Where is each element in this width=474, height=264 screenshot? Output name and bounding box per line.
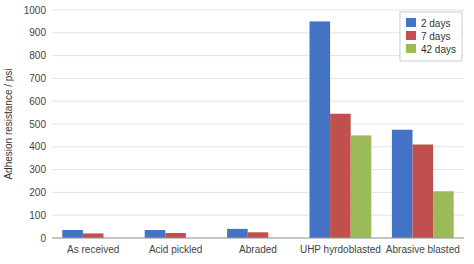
grid-line xyxy=(52,238,464,239)
bar xyxy=(330,114,351,238)
y-tick-label: 500 xyxy=(29,119,46,130)
y-tick-label: 900 xyxy=(29,27,46,38)
y-tick-label: 300 xyxy=(29,164,46,175)
bar xyxy=(248,232,269,238)
legend-box xyxy=(400,12,462,61)
x-axis-line xyxy=(52,238,464,239)
bar xyxy=(413,145,434,238)
bar xyxy=(62,230,83,238)
grid-line xyxy=(52,101,464,102)
y-tick-label: 200 xyxy=(29,187,46,198)
bar xyxy=(227,229,248,238)
legend-label: 7 days xyxy=(421,31,450,42)
y-tick-label: 0 xyxy=(40,233,46,244)
legend-swatch xyxy=(406,44,416,53)
y-tick-label: 600 xyxy=(29,96,46,107)
x-tick-label: UHP hyrdoblasted xyxy=(300,244,381,255)
grid-line xyxy=(52,10,464,11)
y-axis-label: Adhesion resistance / psi xyxy=(3,68,14,179)
y-tick-label: 800 xyxy=(29,50,46,61)
grid-line xyxy=(52,124,464,125)
bar xyxy=(351,135,372,238)
legend-swatch xyxy=(406,31,416,40)
bar xyxy=(165,233,186,238)
x-tick-label: Acid pickled xyxy=(149,244,202,255)
legend: 2 days 7 days 42 days xyxy=(400,12,462,61)
grid-line xyxy=(52,78,464,79)
bars xyxy=(62,21,453,238)
grid xyxy=(52,10,464,238)
y-tick-label: 700 xyxy=(29,73,46,84)
x-tick-label: Abrasive blasted xyxy=(386,244,460,255)
bar xyxy=(433,191,454,238)
legend-label: 2 days xyxy=(421,18,450,29)
x-tick-label: As received xyxy=(67,244,119,255)
y-tick-label: 1000 xyxy=(24,5,47,16)
bar xyxy=(310,21,331,238)
x-tick-label: Abraded xyxy=(239,244,277,255)
bar xyxy=(392,130,413,238)
chart: 0 100 200 300 400 500 600 700 800 900 1000 Adhesion… xyxy=(0,0,474,264)
legend-swatch xyxy=(406,18,416,27)
y-tick-label: 400 xyxy=(29,141,46,152)
legend-label: 42 days xyxy=(421,44,456,55)
y-tick-label: 100 xyxy=(29,210,46,221)
bar xyxy=(145,230,166,238)
bar xyxy=(83,233,104,238)
